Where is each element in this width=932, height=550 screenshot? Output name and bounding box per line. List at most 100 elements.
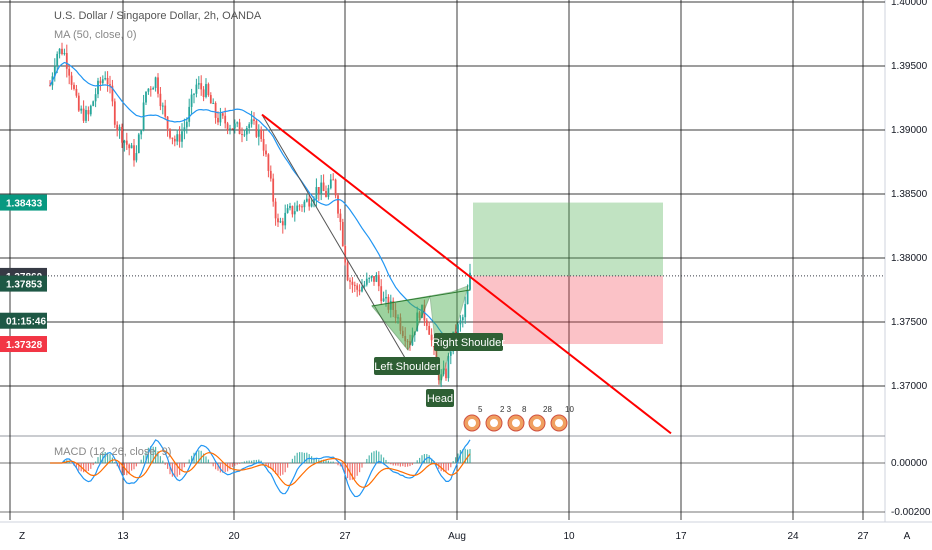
candle-body (121, 126, 123, 143)
macd-histogram-bar (270, 463, 272, 469)
candle (77, 92, 80, 112)
candle (118, 124, 121, 139)
candle (445, 362, 447, 381)
macd-histogram-bar (222, 463, 224, 473)
macd-histogram-bar (452, 461, 454, 463)
x-tick-label: 17 (675, 531, 687, 542)
macd-histogram-bar (428, 455, 430, 463)
candle-body (267, 154, 270, 171)
candle-body (445, 368, 447, 379)
candle (272, 173, 275, 207)
candle (363, 280, 366, 289)
macd-histogram-bar (301, 452, 303, 463)
candle (298, 204, 301, 211)
candle-body (341, 221, 344, 247)
macd-histogram-bar (275, 463, 277, 474)
candle (219, 107, 222, 126)
candle-body (173, 138, 176, 142)
candle-body (325, 191, 327, 197)
macd-histogram-bar (318, 459, 320, 463)
candle (243, 129, 246, 137)
candle (274, 198, 277, 226)
candle (70, 71, 73, 90)
macd-histogram-bar (176, 463, 178, 477)
candle-body (190, 94, 193, 107)
candle-body (176, 134, 179, 142)
candle (152, 86, 155, 90)
candle (94, 88, 97, 108)
candle (296, 200, 299, 212)
macd-histogram-bar (411, 463, 413, 465)
candle-body (212, 102, 215, 104)
pattern-label-bg (434, 333, 503, 351)
candle (89, 104, 92, 117)
candle (58, 48, 61, 59)
candle (92, 100, 95, 107)
macd-histogram-bar (366, 458, 368, 463)
candle (236, 121, 239, 128)
macd-histogram-bar (162, 460, 164, 463)
candle-body (284, 212, 287, 226)
candle (63, 48, 66, 56)
price-tag-bg (0, 312, 47, 329)
candle-body (157, 77, 159, 94)
macd-histogram-bar (126, 463, 128, 476)
macd-histogram-bar (119, 463, 121, 470)
candle-body (344, 246, 347, 263)
candle (181, 123, 183, 148)
macd-histogram-bar (169, 463, 171, 475)
macd-histogram-bar (459, 449, 461, 463)
candle-body (269, 170, 272, 179)
macd-histogram-bar (140, 459, 142, 463)
candle-body (133, 145, 135, 161)
candle-body (317, 187, 320, 194)
y-tick-label: 1.39500 (891, 61, 928, 72)
candle-body (310, 203, 313, 207)
candle-body (377, 275, 380, 287)
candle-body (327, 188, 330, 197)
candle-body (351, 281, 354, 285)
candle-body (373, 276, 375, 282)
candle (334, 178, 337, 199)
macd-histogram-bar (145, 451, 147, 463)
candle (346, 259, 349, 282)
macd-histogram-bar (313, 457, 315, 463)
candle-body (238, 122, 241, 135)
candle (459, 315, 462, 332)
candle-body (221, 113, 224, 116)
candle (61, 42, 63, 56)
macd-histogram-bar (371, 452, 373, 463)
event-flag-core (555, 419, 563, 427)
macd-histogram-bar (265, 463, 267, 466)
candle-body (368, 278, 371, 280)
candle (375, 272, 378, 283)
candle-body (277, 218, 279, 223)
macd-histogram-bar (258, 459, 260, 463)
candle (365, 272, 368, 287)
candle-body (464, 304, 467, 318)
candle-body (260, 129, 263, 139)
macd-histogram-bar (203, 453, 205, 463)
macd-histogram-bar (457, 453, 459, 463)
macd-histogram-bar (219, 463, 221, 473)
macd-histogram-bar (174, 463, 176, 478)
candle-body (332, 179, 335, 181)
candle (85, 105, 87, 123)
axis-corner-right: A (904, 531, 911, 542)
macd-histogram-bar (97, 457, 99, 463)
macd-histogram-bar (284, 463, 286, 473)
candle (195, 78, 198, 98)
candle (353, 281, 356, 293)
candle-body (226, 123, 229, 130)
macd-histogram-bar (395, 463, 397, 466)
candle (284, 204, 287, 230)
macd-histogram-bar (267, 463, 269, 468)
axis-corner-left: Z (19, 531, 25, 542)
candle-body (205, 84, 207, 97)
candle-body (77, 95, 80, 111)
candle (308, 194, 311, 211)
candle-body (241, 134, 243, 136)
candle (207, 82, 210, 97)
candle-body (140, 129, 143, 135)
